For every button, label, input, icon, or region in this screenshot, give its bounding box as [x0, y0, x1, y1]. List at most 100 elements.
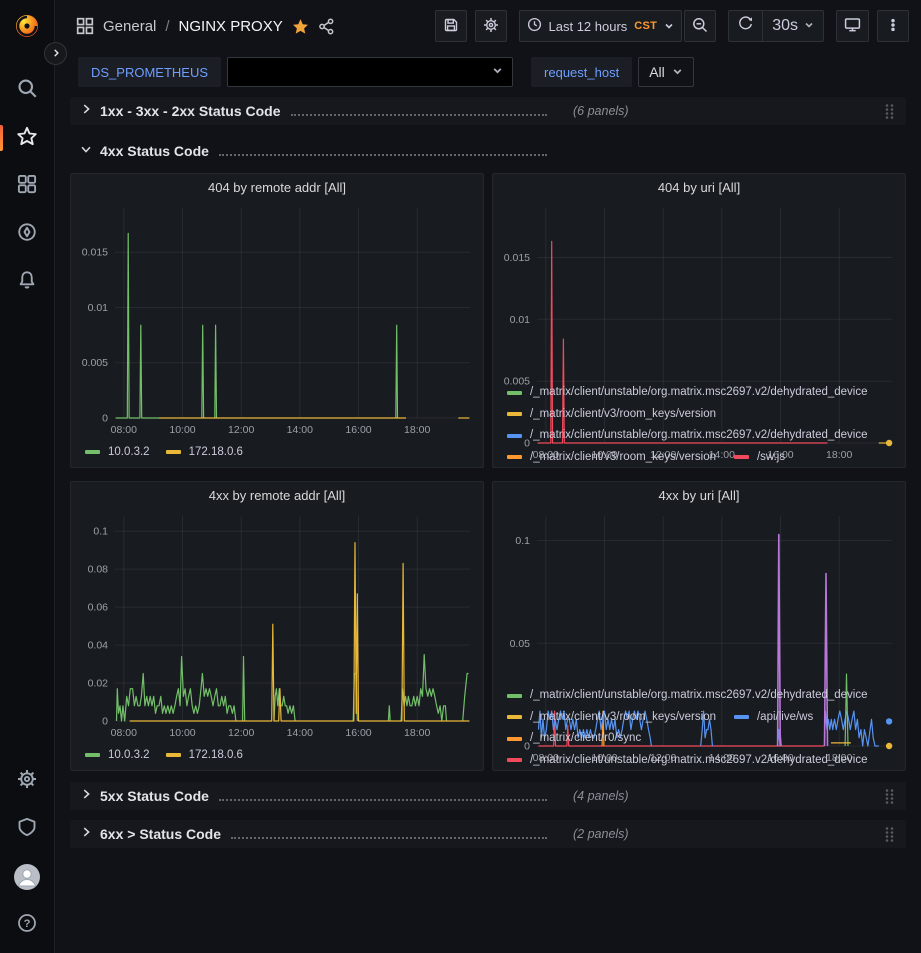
- row-header-4xx[interactable]: 4xx Status Code: [70, 137, 906, 165]
- legend-item[interactable]: /_matrix/client/unstable/org.matrix.msc2…: [507, 750, 868, 769]
- shield-icon: [17, 817, 37, 842]
- sidebar-item-help[interactable]: ?: [0, 901, 55, 949]
- svg-text:12:00: 12:00: [228, 727, 254, 739]
- svg-text:18:00: 18:00: [404, 424, 430, 436]
- svg-text:08:00: 08:00: [533, 752, 559, 764]
- sidebar-item-alerting[interactable]: [0, 258, 55, 306]
- row-left: 6xx > Status Code: [79, 825, 557, 844]
- time-series-chart[interactable]: 0 0.005 0.01 0.015 08:00 10:00 12:00 14:00 16:00…: [497, 201, 901, 461]
- row-header-5xx[interactable]: 5xx Status Code (4 panels): [70, 782, 906, 810]
- time-range-picker[interactable]: Last 12 hours CST: [518, 10, 683, 42]
- variable-value-request-host[interactable]: All: [638, 57, 694, 87]
- chevron-right-icon: [79, 102, 93, 121]
- grafana-logo-icon: [16, 15, 38, 37]
- svg-text:0.005: 0.005: [82, 357, 108, 369]
- legend-item[interactable]: 172.18.0.6: [165, 446, 243, 458]
- svg-text:10:00: 10:00: [169, 727, 195, 739]
- more-options-button[interactable]: [877, 10, 909, 42]
- sidebar-item-explore[interactable]: [0, 210, 55, 258]
- panel-title[interactable]: 4xx by uri [All]: [658, 488, 740, 503]
- row-header-6xx[interactable]: 6xx > Status Code (2 panels): [70, 820, 906, 848]
- variable-value-ds-prometheus[interactable]: [227, 57, 514, 87]
- row-panel-count: (6 panels): [573, 104, 629, 118]
- time-series-chart[interactable]: 0 0.005 0.01 0.015 08:00 10:00 12:00 14:00 16:00…: [75, 201, 479, 438]
- legend-label: /_matrix/client/unstable/org.matrix.msc2…: [530, 689, 868, 701]
- nav-actions: Last 12 hours CST 30s: [434, 10, 909, 42]
- svg-text:12:00: 12:00: [650, 449, 676, 461]
- legend-item[interactable]: /_matrix/client/v3/room_keys/version: [507, 707, 716, 729]
- svg-text:18:00: 18:00: [826, 449, 852, 461]
- grafana-logo[interactable]: [0, 0, 55, 52]
- variable-label-request-host[interactable]: request_host: [531, 57, 633, 87]
- svg-text:0.01: 0.01: [510, 314, 531, 326]
- legend-color-swatch: [507, 390, 522, 395]
- panel-title[interactable]: 404 by remote addr [All]: [207, 180, 347, 195]
- sidebar-item-search[interactable]: [0, 66, 55, 114]
- legend-item[interactable]: /_matrix/client/v3/room_keys/version: [507, 447, 716, 466]
- row-drag-handle[interactable]: [882, 788, 897, 805]
- sidebar-expand-button[interactable]: [44, 42, 67, 65]
- sidebar-item-dashboards[interactable]: [0, 162, 55, 210]
- panel-legend: /_matrix/client/unstable/org.matrix.msc2…: [497, 380, 901, 465]
- sidebar-item-configuration[interactable]: [0, 757, 55, 805]
- dashboard-settings-button[interactable]: [474, 10, 507, 42]
- panel-title[interactable]: 404 by uri [All]: [657, 180, 741, 195]
- tv-mode-button[interactable]: [836, 10, 869, 42]
- legend-item[interactable]: /api/live/ws: [733, 707, 813, 729]
- legend-item[interactable]: 10.0.3.2: [85, 749, 150, 761]
- row-drag-handle[interactable]: [882, 103, 897, 120]
- legend-item[interactable]: /_matrix/client/v3/room_keys/version: [507, 404, 716, 426]
- sidebar-item-starred[interactable]: [0, 114, 55, 162]
- legend-color-swatch: [507, 736, 522, 741]
- row-drag-handle[interactable]: [882, 826, 897, 843]
- legend-item[interactable]: /_matrix/client/unstable/org.matrix.msc2…: [507, 382, 868, 404]
- save-dashboard-button[interactable]: [434, 10, 467, 42]
- time-series-chart[interactable]: 0 0.02 0.04 0.06 0.08 0.1 08:00 10:00 12:00 14:00…: [75, 509, 479, 741]
- share-icon[interactable]: [318, 18, 335, 35]
- legend-item[interactable]: /sw.js: [733, 447, 785, 466]
- row-panel-count: (2 panels): [573, 827, 629, 841]
- svg-text:0: 0: [524, 741, 530, 753]
- svg-text:0.05: 0.05: [510, 638, 531, 650]
- legend-item[interactable]: /_matrix/client/unstable/org.matrix.msc2…: [507, 685, 868, 707]
- panel-4xx-by-uri: 4xx by uri [All] 0 0.05 0.1 08:00 10:00 12:00…: [492, 481, 906, 771]
- kebab-menu-icon: [886, 18, 900, 35]
- dashboards-grid-icon: [17, 174, 37, 199]
- compass-icon: [17, 222, 37, 247]
- refresh-icon: [738, 16, 753, 36]
- svg-text:0.1: 0.1: [515, 535, 530, 547]
- panel-legend: 10.0.3.2 172.18.0.6: [75, 438, 479, 465]
- sidebar-item-profile[interactable]: [0, 853, 55, 901]
- dashboard-body: 1xx - 3xx - 2xx Status Code (6 panels) 4…: [55, 95, 921, 953]
- time-series-chart[interactable]: 0 0.05 0.1 08:00 10:00 12:00 14:00 16:00 18:00: [497, 509, 901, 764]
- button-divider: [762, 11, 764, 41]
- legend-item[interactable]: /_matrix/client/r0/sync: [507, 728, 641, 750]
- variable-value-text: All: [649, 64, 665, 80]
- variable-label-ds-prometheus[interactable]: DS_PROMETHEUS: [78, 57, 222, 87]
- legend-item[interactable]: 172.18.0.6: [165, 748, 243, 761]
- chevron-right-icon: [51, 46, 61, 61]
- favorite-star-icon[interactable]: [292, 18, 309, 35]
- breadcrumb-section[interactable]: General: [103, 17, 157, 35]
- legend-color-swatch: [165, 752, 181, 757]
- legend-item[interactable]: /_matrix/client/unstable/org.matrix.msc2…: [507, 425, 868, 447]
- legend-label: /_matrix/client/v3/room_keys/version: [530, 450, 716, 463]
- svg-text:12:00: 12:00: [650, 752, 676, 764]
- refresh-button[interactable]: [729, 11, 762, 41]
- legend-color-swatch: [165, 449, 181, 454]
- legend-item[interactable]: 10.0.3.2: [85, 446, 150, 458]
- legend-label: 172.18.0.6: [188, 748, 243, 761]
- chart-svg: 0 0.02 0.04 0.06 0.08 0.1 08:00 10:00 12:00 14:00…: [88, 516, 470, 739]
- refresh-interval-dropdown[interactable]: 30s: [763, 11, 823, 41]
- panel-title[interactable]: 4xx by remote addr [All]: [208, 488, 346, 503]
- sidebar-item-server-admin[interactable]: [0, 805, 55, 853]
- row-left: 4xx Status Code: [79, 142, 557, 161]
- svg-text:14:00: 14:00: [709, 449, 735, 461]
- zoom-out-button[interactable]: [684, 10, 717, 42]
- refresh-interval-value: 30s: [772, 17, 798, 34]
- svg-text:18:00: 18:00: [404, 727, 430, 739]
- svg-text:10:00: 10:00: [169, 424, 195, 436]
- row-header-1xx-3xx-2xx[interactable]: 1xx - 3xx - 2xx Status Code (6 panels): [70, 97, 906, 125]
- svg-text:?: ?: [24, 917, 31, 929]
- svg-text:16:00: 16:00: [345, 727, 371, 739]
